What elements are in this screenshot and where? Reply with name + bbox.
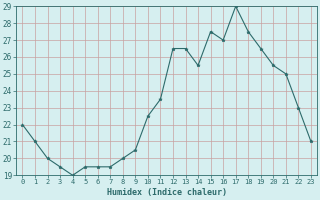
X-axis label: Humidex (Indice chaleur): Humidex (Indice chaleur): [107, 188, 227, 197]
